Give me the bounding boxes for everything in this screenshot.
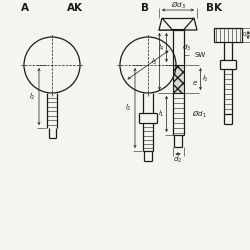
Text: B: B: [141, 3, 149, 13]
Text: $0{,}5 \times d_2$: $0{,}5 \times d_2$: [242, 30, 250, 40]
Text: AK: AK: [67, 3, 83, 13]
Text: $d_3$: $d_3$: [182, 43, 191, 53]
Text: $l_2$: $l_2$: [125, 103, 131, 113]
Text: $Ød_3$: $Ød_3$: [170, 0, 186, 10]
Text: $l_2$: $l_2$: [29, 92, 35, 102]
Text: A: A: [21, 3, 29, 13]
Text: $l_4$: $l_4$: [158, 42, 165, 52]
Text: $d_2$: $d_2$: [174, 155, 182, 165]
Text: $e$: $e$: [192, 79, 198, 87]
Text: $Ød_1$: $Ød_1$: [192, 108, 206, 120]
Text: $l_5$: $l_5$: [202, 74, 209, 84]
Text: BK: BK: [206, 3, 222, 13]
Text: SW: SW: [194, 52, 206, 58]
Bar: [172, 65, 184, 93]
Text: $l_1$: $l_1$: [158, 109, 165, 119]
Text: $l_3$: $l_3$: [151, 56, 158, 66]
